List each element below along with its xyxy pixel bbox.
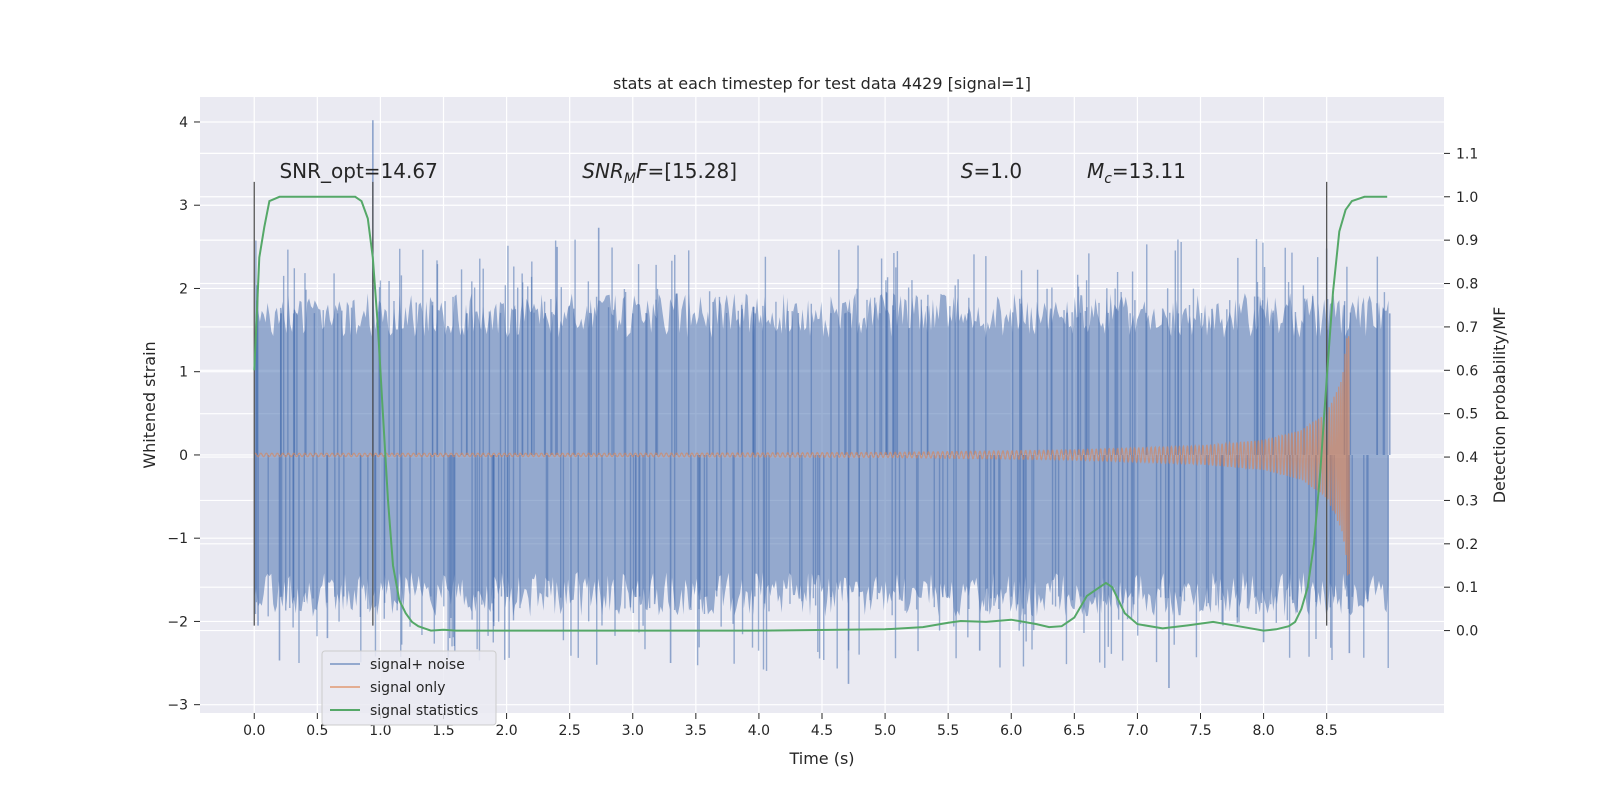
y2-tick-label: 0.6 [1456, 363, 1478, 379]
legend-label-signal-statistics: signal statistics [370, 703, 478, 719]
x-tick-label: 7.0 [1126, 723, 1148, 739]
x-tick-label: 0.5 [306, 723, 328, 739]
y-axis-label: Whitened strain [140, 341, 159, 468]
y2-axis-ticks: 0.0 0.1 0.2 0.3 0.4 0.5 0.6 0.7 0.8 0.9 1.0 1.1 [1444, 146, 1478, 640]
x-tick-label: 6.0 [1000, 723, 1022, 739]
x-tick-label: 3.5 [685, 723, 707, 739]
x-tick-label: 4.0 [748, 723, 770, 739]
y2-tick-label: 0.8 [1456, 277, 1478, 293]
y2-tick-label: 1.0 [1456, 190, 1478, 206]
y-tick-label: 0 [179, 448, 188, 464]
y2-tick-label: 0.2 [1456, 537, 1478, 553]
x-tick-label: 2.5 [559, 723, 581, 739]
y2-tick-label: 0.3 [1456, 493, 1478, 509]
y-axis-ticks: −3 −2 −1 0 1 2 3 4 [167, 115, 200, 714]
legend-label-signal-only: signal only [370, 680, 445, 696]
legend-label-signal-noise: signal+ noise [370, 657, 465, 673]
y2-tick-label: 0.9 [1456, 233, 1478, 249]
y2-tick-label: 0.5 [1456, 407, 1478, 423]
annotation-2: S=1.0 [961, 159, 1022, 183]
y2-tick-label: 0.1 [1456, 580, 1478, 596]
signal-noise-spikes [254, 120, 1391, 689]
y-tick-label: 4 [179, 115, 188, 131]
x-tick-label: 8.5 [1316, 723, 1338, 739]
y-tick-label: −1 [167, 531, 188, 547]
x-tick-label: 8.0 [1252, 723, 1274, 739]
y2-axis-label: Detection probability/MF [1490, 307, 1509, 504]
x-tick-label: 2.0 [495, 723, 517, 739]
y-tick-label: 1 [179, 365, 188, 381]
y2-tick-label: 0.7 [1456, 320, 1478, 336]
y-tick-label: 3 [179, 198, 188, 214]
x-tick-label: 4.5 [811, 723, 833, 739]
y2-tick-label: 1.1 [1456, 146, 1478, 162]
x-tick-label: 6.5 [1063, 723, 1085, 739]
signal-only-line [253, 336, 1351, 576]
x-tick-label: 1.0 [369, 723, 391, 739]
x-axis-ticks: 0.0 0.5 1.0 1.5 2.0 2.5 3.0 3.5 4.0 4.5 5.0 5.5 6.0 6… [243, 713, 1338, 739]
x-tick-label: 1.5 [432, 723, 454, 739]
x-tick-label: 0.0 [243, 723, 265, 739]
annotation-0: SNR_opt=14.67 [279, 159, 437, 183]
y2-tick-label: 0.0 [1456, 624, 1478, 640]
annotation-3: Mc=13.11 [1087, 159, 1186, 187]
y-tick-label: −2 [167, 614, 188, 630]
plot-area [253, 120, 1391, 689]
legend-box [321, 650, 497, 726]
y-tick-label: −3 [167, 698, 188, 714]
chart-title: stats at each timestep for test data 442… [613, 74, 1031, 93]
x-tick-label: 5.5 [937, 723, 959, 739]
annotation-1: SNRMF=[15.28] [582, 159, 737, 187]
x-tick-label: 7.5 [1189, 723, 1211, 739]
legend: signal+ noise signal only signal statist… [321, 650, 497, 726]
y2-tick-label: 0.4 [1456, 450, 1478, 466]
annotations: SNR_opt=14.67 SNRMF=[15.28] S=1.0 Mc=13.11 [279, 159, 1185, 187]
signal-statistics-line [253, 195, 1388, 632]
y-tick-label: 2 [179, 281, 188, 297]
x-axis-label: Time (s) [788, 749, 854, 768]
x-tick-label: 3.0 [622, 723, 644, 739]
x-tick-label: 5.0 [874, 723, 896, 739]
